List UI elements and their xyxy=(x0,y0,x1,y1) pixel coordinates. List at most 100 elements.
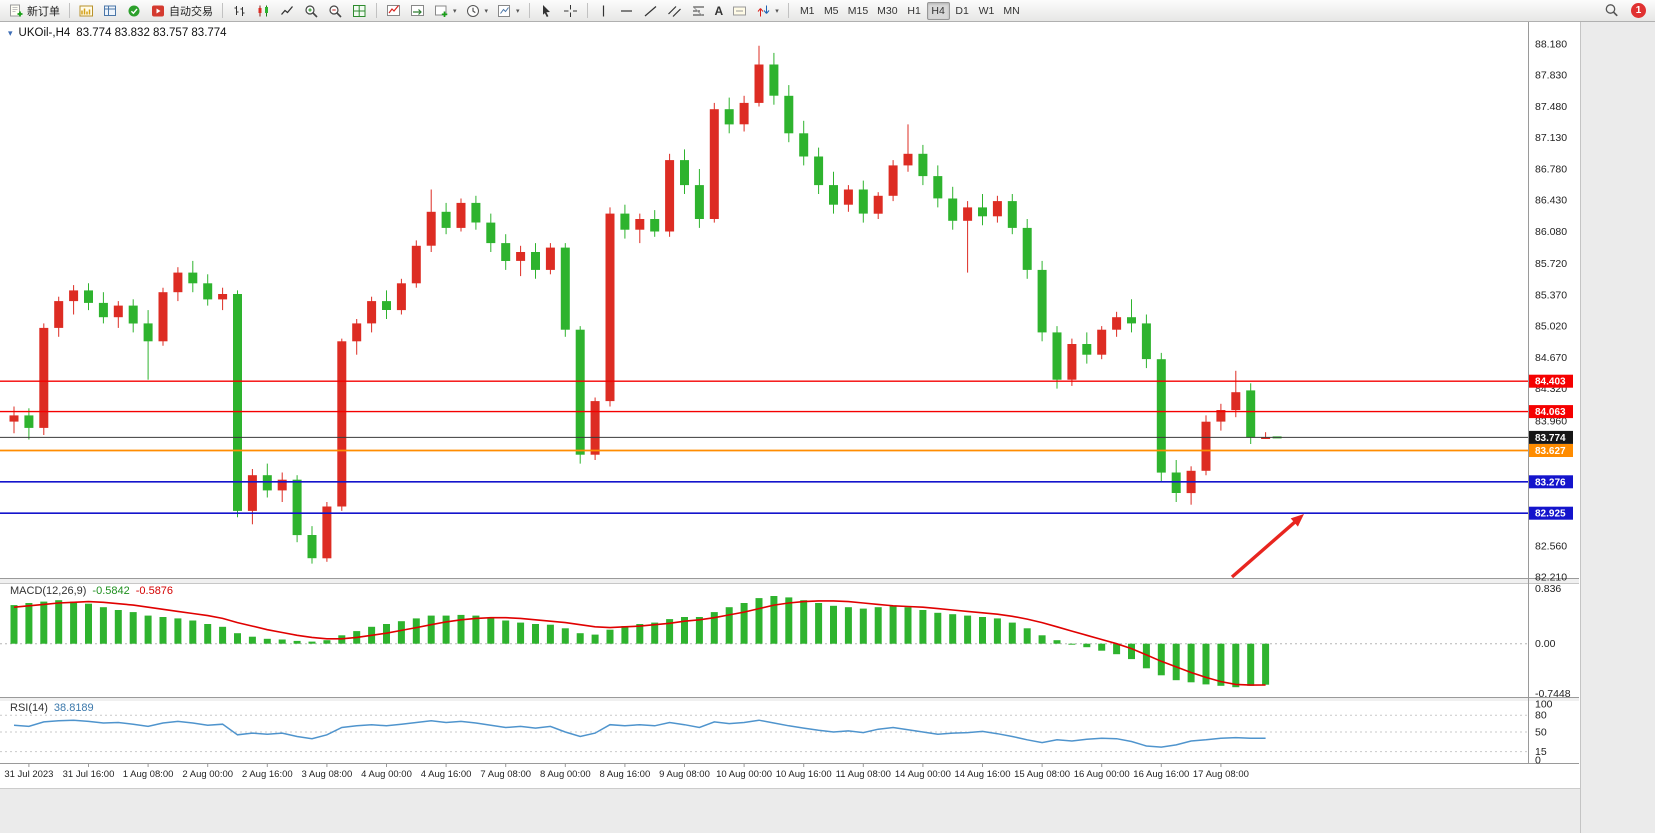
timeframe-m1[interactable]: M1 xyxy=(796,2,819,20)
price-tag xyxy=(1529,444,1573,457)
toolbar-separator xyxy=(376,3,377,18)
macd-histogram-bar xyxy=(770,596,778,644)
trendline-button[interactable] xyxy=(639,1,662,21)
price-axis-label: 85.370 xyxy=(1535,289,1567,301)
price-axis-label: 82.560 xyxy=(1535,540,1567,552)
candle xyxy=(948,198,958,221)
candle xyxy=(98,302,108,318)
objects-button[interactable] xyxy=(406,1,429,21)
price-axis-label: 88.180 xyxy=(1535,39,1567,51)
macd-histogram-bar xyxy=(263,638,271,644)
add-indicator-button[interactable]: ▾ xyxy=(430,1,461,21)
macd-label: MACD(12,26,9) -0.5842 -0.5876 xyxy=(10,585,173,597)
timeframe-m15[interactable]: M15 xyxy=(844,2,872,20)
channel-icon xyxy=(667,4,682,18)
macd-histogram-bar xyxy=(174,618,182,644)
time-axis-label: 7 Aug 08:00 xyxy=(480,769,531,780)
charts-icon xyxy=(79,4,94,18)
timeframe-w1[interactable]: W1 xyxy=(975,2,999,20)
line-chart-button[interactable] xyxy=(276,1,299,21)
zoom-out-button[interactable] xyxy=(324,1,347,21)
macd-axis-label: 0.836 xyxy=(1535,583,1561,595)
auto-trading-button[interactable]: 自动交易 xyxy=(147,1,217,21)
candle xyxy=(1141,323,1151,360)
new-order-button[interactable]: 新订单 xyxy=(5,1,64,21)
macd-histogram-bar xyxy=(427,615,435,644)
community-button[interactable] xyxy=(123,1,146,21)
macd-histogram-bar xyxy=(472,615,480,644)
macd-main-value: -0.5842 xyxy=(92,585,130,597)
price-axis-label: 82.210 xyxy=(1535,572,1567,584)
candle xyxy=(888,165,898,196)
data-window-button[interactable] xyxy=(99,1,122,21)
symbol-dropdown-icon[interactable]: ▾ xyxy=(8,27,13,38)
chart-canvas[interactable]: 31 Jul 2023 31 Jul 16:00 1 Aug 08:00 2 Aug … xyxy=(0,22,1655,833)
toolbar-separator xyxy=(528,3,530,18)
cursor-button[interactable] xyxy=(535,1,558,21)
price-tag xyxy=(1529,475,1573,489)
candle xyxy=(203,283,213,300)
charts-button[interactable] xyxy=(75,1,98,21)
chevron-down-icon: ▾ xyxy=(484,7,489,15)
arrows-button[interactable]: ▾ xyxy=(752,1,783,21)
macd-histogram-bar xyxy=(874,607,882,644)
macd-histogram-bar xyxy=(1128,643,1135,660)
indicators-button[interactable] xyxy=(382,1,405,21)
search-button[interactable] xyxy=(1600,1,1624,21)
text-button[interactable]: A xyxy=(711,1,728,21)
fibonacci-button[interactable] xyxy=(687,1,710,21)
toolbar-separator xyxy=(222,3,223,18)
channel-button[interactable] xyxy=(663,1,686,21)
timeframe-h4[interactable]: H4 xyxy=(926,1,950,20)
candle xyxy=(918,153,928,177)
toolbar-separator xyxy=(586,3,588,18)
candle xyxy=(1231,392,1241,411)
timeframe-m5[interactable]: M5 xyxy=(820,2,843,20)
macd-histogram-bar xyxy=(1232,643,1240,688)
candlestick-chart-button[interactable] xyxy=(252,1,275,21)
price-tag xyxy=(1529,374,1573,388)
tile-windows-button[interactable] xyxy=(348,1,371,21)
candle xyxy=(709,109,719,219)
macd-histogram-bar xyxy=(1083,643,1091,648)
timeframe-mn[interactable]: MN xyxy=(999,2,1023,20)
templates-button[interactable]: ▾ xyxy=(493,1,524,21)
horizontal-line-button[interactable] xyxy=(615,1,638,21)
macd-histogram-bar xyxy=(1098,643,1106,651)
macd-histogram-bar xyxy=(546,624,554,644)
timeframe-d1[interactable]: D1 xyxy=(951,2,974,20)
label-button[interactable] xyxy=(728,1,751,21)
cursor-icon xyxy=(539,4,554,18)
notification-badge[interactable]: 1 xyxy=(1631,3,1646,18)
macd-histogram-bar xyxy=(442,615,450,644)
candle xyxy=(277,479,287,491)
crosshair-button[interactable] xyxy=(559,1,582,21)
price-tag-label: 83.627 xyxy=(1535,446,1566,457)
trend-arrow-annotation[interactable] xyxy=(1230,514,1304,579)
bar-chart-button[interactable] xyxy=(228,1,251,21)
zoom-in-button[interactable] xyxy=(300,1,323,21)
macd-histogram-bar xyxy=(114,610,122,644)
timeframe-m30[interactable]: M30 xyxy=(873,2,901,20)
timeframe-h1[interactable]: H1 xyxy=(903,2,926,20)
chart-symbol-period: UKOil-,H4 xyxy=(18,27,71,39)
macd-histogram-bar xyxy=(1142,643,1150,669)
price-tag-label: 83.774 xyxy=(1535,433,1566,444)
candle xyxy=(531,252,540,270)
macd-histogram-bar xyxy=(293,640,301,644)
rsi-axis-label: 50 xyxy=(1535,727,1547,739)
macd-histogram-bar xyxy=(219,626,227,644)
arrow-head xyxy=(1290,514,1304,527)
candle xyxy=(724,109,734,125)
candle xyxy=(903,153,913,166)
arrow-shaft[interactable] xyxy=(1230,518,1300,579)
hlines-layer[interactable] xyxy=(0,380,1528,515)
macd-histogram-bar xyxy=(1247,643,1255,686)
candle xyxy=(1007,201,1017,228)
vertical-line-button[interactable] xyxy=(593,1,614,21)
new-order-label: 新订单 xyxy=(27,5,60,18)
macd-histogram-bar xyxy=(695,617,703,644)
periods-button[interactable]: ▾ xyxy=(462,1,493,21)
macd-histogram-bar xyxy=(1202,643,1210,685)
price-tag xyxy=(1529,405,1573,419)
